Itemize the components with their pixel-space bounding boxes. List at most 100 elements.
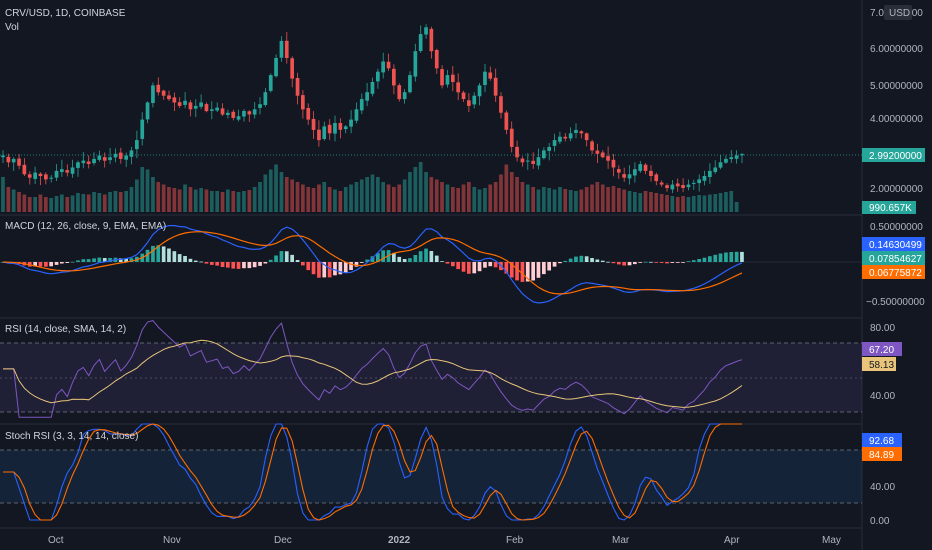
- candle-body: [306, 108, 311, 120]
- candle-body: [622, 174, 626, 178]
- macd-histogram-bar: [675, 262, 680, 263]
- price-tick: 2.00000000: [870, 184, 923, 195]
- candle-body: [563, 136, 568, 139]
- candle-body: [515, 146, 519, 158]
- macd-histogram-bar: [734, 251, 739, 262]
- volume-bar: [242, 191, 246, 212]
- volume-bar: [734, 202, 739, 212]
- candle-body: [204, 104, 209, 112]
- macd-histogram-bar: [333, 262, 337, 276]
- candle-body: [156, 84, 161, 93]
- volume-bar: [429, 177, 434, 212]
- volume-bar: [76, 193, 80, 212]
- macd-title: MACD (12, 26, close, 9, EMA, EMA): [5, 221, 166, 232]
- histogram-badge-text: 0.07854627: [869, 254, 922, 265]
- candles: [1, 24, 744, 194]
- stoch-k-badge-text: 92.68: [869, 436, 894, 447]
- macd-histogram-bar: [338, 262, 343, 275]
- volume-bar: [290, 179, 294, 212]
- candle-body: [451, 74, 455, 82]
- candle-body: [740, 154, 744, 156]
- volume-badge: [862, 201, 916, 214]
- candle-body: [558, 136, 562, 142]
- volume-bar: [392, 187, 396, 212]
- volume-bar: [44, 197, 48, 212]
- macd-histogram-bar: [467, 262, 471, 274]
- volume-bar: [488, 184, 493, 212]
- volume-bar: [547, 188, 551, 212]
- price-tick: 6.00000000: [870, 44, 923, 55]
- currency-button[interactable]: [884, 5, 912, 20]
- candle-body: [713, 167, 718, 172]
- time-tick-feb: Feb: [506, 535, 524, 546]
- volume-bar: [124, 191, 128, 212]
- candle-body: [349, 119, 353, 127]
- volume-bar: [188, 187, 193, 212]
- macd-histogram-bar: [124, 258, 128, 262]
- macd-histogram-bar: [654, 262, 659, 263]
- macd-histogram-bar: [477, 262, 482, 272]
- volume-bar: [343, 187, 348, 212]
- candle-body: [210, 109, 214, 111]
- volume-bar: [156, 182, 161, 212]
- macd-histogram-bar: [536, 262, 541, 278]
- volume-bar: [317, 184, 321, 212]
- stoch-tick: 40.00: [870, 482, 895, 493]
- volume-bar: [424, 172, 428, 212]
- volume-bar: [161, 184, 166, 212]
- candle-body: [284, 40, 289, 58]
- volume-bar: [675, 197, 680, 212]
- volume-bar: [284, 177, 289, 212]
- macd-histogram-bar: [199, 261, 203, 263]
- volume-bar: [590, 184, 594, 212]
- candle-body: [606, 156, 610, 161]
- candle-body: [472, 95, 477, 105]
- candle-body: [654, 174, 659, 182]
- macd-histogram-bar: [558, 262, 562, 264]
- volume-bar: [397, 184, 402, 212]
- candle-body: [413, 51, 418, 77]
- volume-bar: [702, 195, 707, 212]
- macd-badge-text: 0.14630499: [869, 240, 922, 251]
- macd-histogram-bar: [359, 262, 364, 263]
- macd-histogram-bar: [167, 248, 171, 262]
- volume-bar: [349, 184, 353, 212]
- macd-histogram-bar: [568, 258, 573, 262]
- candle-body: [11, 158, 16, 163]
- candle-body: [590, 141, 594, 151]
- volume-bar: [129, 187, 134, 212]
- volume-bar: [311, 188, 316, 212]
- macd-histogram-bar: [574, 256, 578, 262]
- rsi-title: RSI (14, close, SMA, 14, 2): [5, 324, 126, 335]
- volume-bar: [193, 189, 198, 212]
- macd-histogram-bar: [665, 262, 669, 264]
- candle-body: [193, 105, 198, 109]
- volume-bar: [467, 182, 471, 212]
- macd-histogram-bar: [670, 262, 675, 263]
- volume-bar: [118, 192, 123, 212]
- macd-histogram-bar: [472, 262, 477, 274]
- candle-body: [236, 116, 241, 120]
- candle-body: [322, 126, 327, 139]
- macd-histogram-bar: [493, 262, 498, 268]
- candle-body: [434, 50, 439, 69]
- candle-body: [643, 164, 648, 171]
- rsi-badge: [862, 342, 902, 356]
- macd-histogram-bar: [697, 259, 701, 262]
- volume-bar: [638, 193, 643, 212]
- macd-histogram-bar: [590, 258, 594, 262]
- candle-body: [659, 182, 664, 185]
- candle-body: [724, 158, 728, 163]
- macd-histogram-bar: [488, 262, 493, 267]
- macd-histogram-bar: [354, 262, 359, 267]
- candle-body: [525, 160, 530, 162]
- candle-body: [49, 177, 53, 179]
- candle-body: [327, 124, 332, 134]
- volume-bar: [102, 194, 107, 212]
- volume-bar: [177, 189, 182, 212]
- macd-histogram-bar: [376, 253, 380, 262]
- candle-body: [408, 75, 412, 93]
- candle-body: [252, 109, 257, 115]
- macd-histogram-bar: [290, 254, 294, 262]
